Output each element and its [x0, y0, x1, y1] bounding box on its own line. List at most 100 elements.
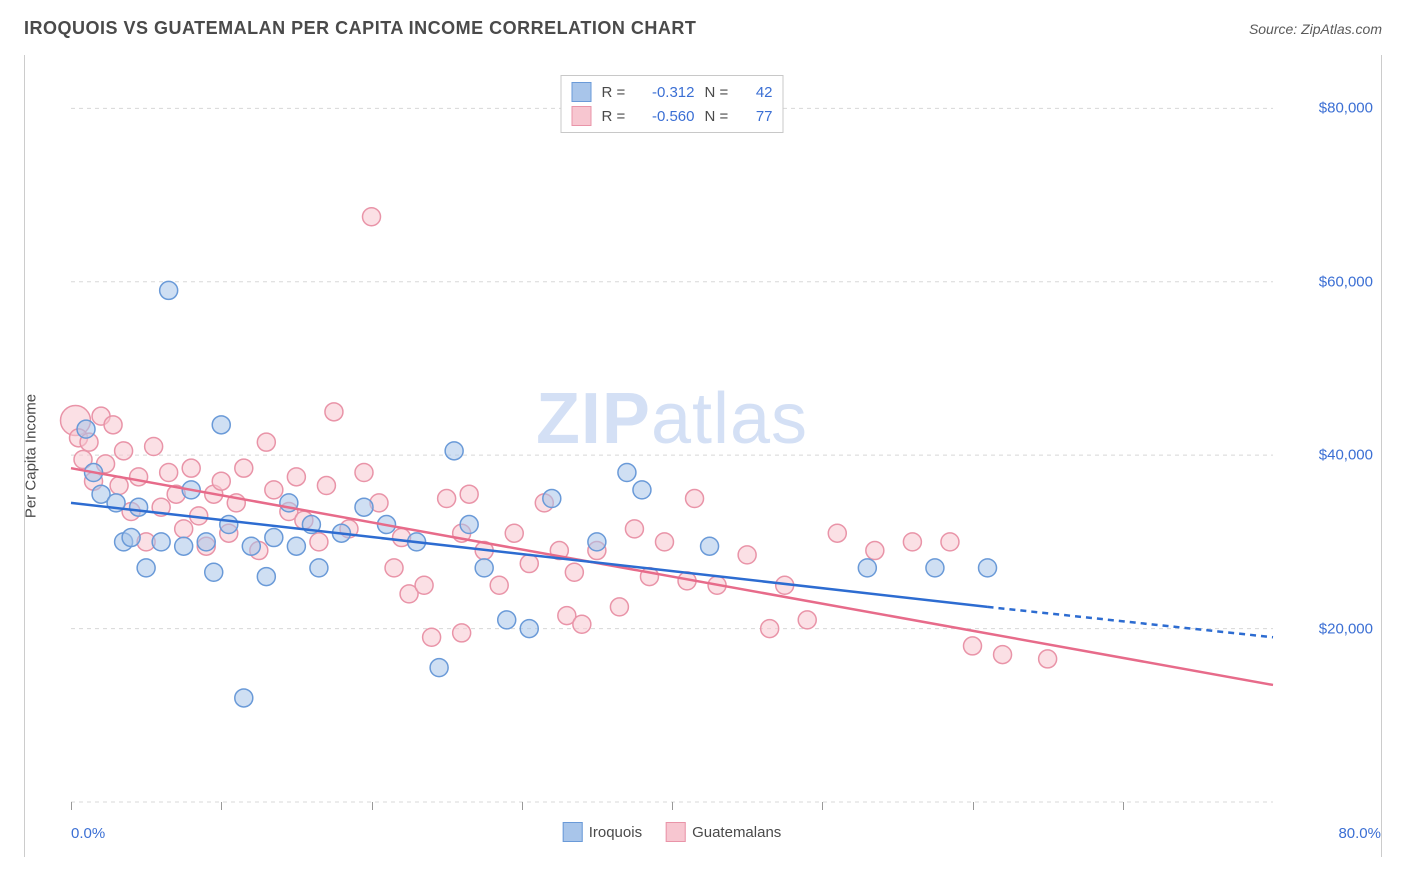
y-tick-label: $80,000 [1283, 100, 1373, 117]
n-label: N = [705, 108, 733, 125]
data-point [235, 459, 253, 477]
data-point [317, 477, 335, 495]
x-tick-mark [71, 802, 72, 810]
data-point [453, 624, 471, 642]
chart-title: IROQUOIS VS GUATEMALAN PER CAPITA INCOME… [24, 18, 696, 39]
swatch-pink-icon [666, 822, 686, 842]
data-point [610, 598, 628, 616]
data-point [475, 559, 493, 577]
x-tick-mark [372, 802, 373, 810]
data-point [130, 498, 148, 516]
chart-outer-frame: Per Capita Income ZIPatlas R = -0.312 N … [24, 55, 1382, 857]
y-tick-label: $60,000 [1283, 273, 1373, 290]
data-point [212, 416, 230, 434]
data-point [145, 438, 163, 456]
data-point [926, 559, 944, 577]
data-point [520, 620, 538, 638]
data-point [310, 533, 328, 551]
data-point [738, 546, 756, 564]
data-point [588, 533, 606, 551]
data-point [355, 498, 373, 516]
data-point [257, 568, 275, 586]
x-axis-max-label: 80.0% [1338, 825, 1381, 842]
series-legend: Iroquois Guatemalans [563, 822, 782, 842]
data-point [152, 533, 170, 551]
data-point [287, 468, 305, 486]
data-point [828, 524, 846, 542]
r-label: R = [602, 84, 630, 101]
data-point [655, 533, 673, 551]
data-point [175, 537, 193, 555]
data-point [205, 563, 223, 581]
n-label: N = [705, 84, 733, 101]
data-point [701, 537, 719, 555]
legend-label: Guatemalans [692, 824, 781, 841]
x-tick-mark [1123, 802, 1124, 810]
n-value: 77 [743, 108, 773, 125]
data-point [979, 559, 997, 577]
r-value: -0.560 [640, 108, 695, 125]
data-point [573, 615, 591, 633]
data-point [686, 490, 704, 508]
data-point [520, 555, 538, 573]
data-point [137, 559, 155, 577]
x-tick-mark [221, 802, 222, 810]
y-axis-title: Per Capita Income [23, 394, 40, 518]
data-point [565, 563, 583, 581]
data-point [104, 416, 122, 434]
x-tick-mark [973, 802, 974, 810]
data-point [310, 559, 328, 577]
swatch-blue-icon [572, 82, 592, 102]
x-tick-mark [522, 802, 523, 810]
y-tick-label: $20,000 [1283, 620, 1373, 637]
data-point [625, 520, 643, 538]
data-point [235, 689, 253, 707]
data-point [761, 620, 779, 638]
legend-label: Iroquois [589, 824, 642, 841]
data-point [122, 529, 140, 547]
x-tick-mark [672, 802, 673, 810]
data-point [242, 537, 260, 555]
data-point [415, 576, 433, 594]
data-point [866, 542, 884, 560]
data-point [265, 529, 283, 547]
stats-legend-row: R = -0.312 N = 42 [572, 80, 773, 104]
trend-line [988, 607, 1273, 637]
chart-header: IROQUOIS VS GUATEMALAN PER CAPITA INCOME… [0, 0, 1406, 49]
trend-line [71, 468, 1273, 685]
data-point [160, 281, 178, 299]
data-point [212, 472, 230, 490]
legend-item-guatemalans: Guatemalans [666, 822, 781, 842]
data-point [287, 537, 305, 555]
data-point [543, 490, 561, 508]
data-point [964, 637, 982, 655]
data-point [265, 481, 283, 499]
r-value: -0.312 [640, 84, 695, 101]
data-point [798, 611, 816, 629]
data-point [633, 481, 651, 499]
chart-source: Source: ZipAtlas.com [1249, 21, 1382, 37]
scatter-plot-svg [71, 65, 1273, 802]
x-tick-mark [822, 802, 823, 810]
data-point [355, 464, 373, 482]
data-point [445, 442, 463, 460]
data-point [438, 490, 456, 508]
r-label: R = [602, 108, 630, 125]
data-point [460, 516, 478, 534]
data-point [115, 442, 133, 460]
stats-legend-row: R = -0.560 N = 77 [572, 104, 773, 128]
data-point [858, 559, 876, 577]
data-point [903, 533, 921, 551]
swatch-blue-icon [563, 822, 583, 842]
data-point [618, 464, 636, 482]
stats-legend: R = -0.312 N = 42 R = -0.560 N = 77 [561, 75, 784, 133]
plot-area: ZIPatlas R = -0.312 N = 42 R = -0.560 N … [71, 65, 1273, 802]
data-point [385, 559, 403, 577]
data-point [220, 516, 238, 534]
y-tick-label: $40,000 [1283, 447, 1373, 464]
data-point [325, 403, 343, 421]
data-point [430, 659, 448, 677]
data-point [994, 646, 1012, 664]
swatch-pink-icon [572, 106, 592, 126]
data-point [498, 611, 516, 629]
